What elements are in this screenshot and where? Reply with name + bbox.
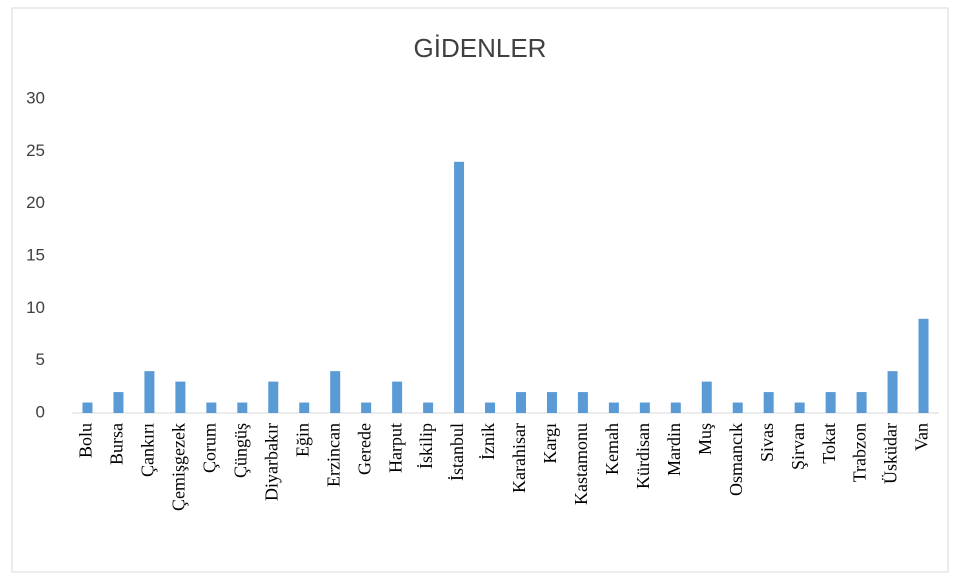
chart-title: GİDENLER [414, 33, 547, 63]
bar [237, 402, 248, 413]
bar [856, 392, 867, 413]
bar [887, 371, 898, 413]
y-tick-label: 30 [26, 88, 45, 107]
bar [732, 402, 743, 413]
x-tick-label: Mardin [664, 423, 684, 476]
x-tick-label: İstanbul [447, 423, 467, 481]
x-tick-label: Gerede [354, 423, 374, 475]
bar [144, 371, 155, 413]
x-tick-label: Kargı [540, 423, 560, 464]
x-tick-label: Diyarbakır [261, 423, 281, 501]
x-tick-label: Üsküdar [881, 423, 901, 484]
bar [485, 402, 496, 413]
x-tick-label: İznik [478, 423, 498, 460]
bar [918, 318, 929, 413]
bar [639, 402, 650, 413]
bar [454, 161, 465, 413]
y-tick-label: 0 [36, 402, 45, 421]
bar [546, 392, 557, 413]
bar [206, 402, 217, 413]
x-tick-label: Trabzon [850, 423, 870, 482]
bar [268, 381, 279, 413]
bar [299, 402, 310, 413]
x-tick-label: Kastamonu [571, 423, 591, 505]
x-tick-label: Çankırı [138, 423, 158, 477]
x-tick-label: Osmancık [726, 423, 746, 496]
x-tick-label: Bursa [107, 423, 127, 465]
x-tick-label: İskilip [416, 423, 436, 469]
bar [330, 371, 341, 413]
bar [825, 392, 836, 413]
bar [113, 392, 124, 413]
x-tick-label: Erzincan [323, 423, 343, 487]
y-tick-label: 5 [36, 350, 45, 369]
x-tick-label: Van [912, 423, 932, 451]
bar [670, 402, 681, 413]
bar [423, 402, 434, 413]
x-tick-label: Çorum [199, 423, 219, 473]
bar [701, 381, 712, 413]
y-tick-label: 25 [26, 141, 45, 160]
bar [392, 381, 403, 413]
x-tick-label: Tokat [819, 423, 839, 464]
bar [515, 392, 526, 413]
bar [763, 392, 774, 413]
bar [361, 402, 372, 413]
x-tick-label: Çüngüş [230, 423, 250, 478]
chart-border [11, 7, 949, 573]
x-tick-label: Şirvan [788, 423, 808, 470]
y-tick-label: 15 [26, 245, 45, 264]
bar [577, 392, 588, 413]
x-tick-label: Çemişgezek [169, 423, 189, 511]
bar [608, 402, 619, 413]
x-tick-label: Karahisar [509, 423, 529, 493]
x-tick-label: Harput [385, 423, 405, 473]
x-tick-label: Bolu [76, 423, 96, 458]
y-tick-label: 10 [26, 298, 45, 317]
bar [175, 381, 186, 413]
x-tick-label: Sivas [757, 423, 777, 462]
x-tick-label: Muş [695, 423, 715, 455]
x-tick-label: Kemah [602, 423, 622, 475]
bar [82, 402, 93, 413]
y-tick-label: 20 [26, 193, 45, 212]
x-tick-label: Eğin [292, 423, 312, 457]
x-tick-label: Kürdisan [633, 423, 653, 489]
bar [794, 402, 805, 413]
